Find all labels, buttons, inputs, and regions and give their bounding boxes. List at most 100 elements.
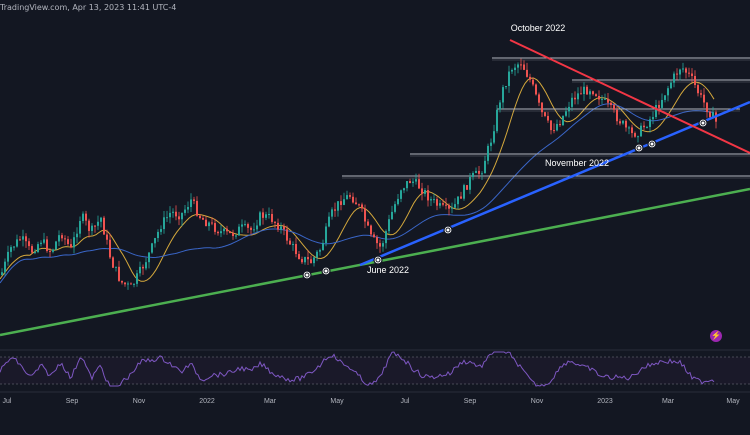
moving-averages: [0, 77, 715, 284]
candle-body: [337, 201, 339, 211]
x-tick-label: Jul: [3, 398, 12, 405]
candle-body: [475, 170, 477, 173]
candle-body: [553, 130, 555, 132]
candle-body: [88, 220, 90, 231]
candle-body: [25, 236, 27, 242]
red-trendline: [509, 39, 750, 154]
x-tick-label: 2022: [199, 398, 215, 405]
ma-slow-line: [0, 103, 715, 284]
candle-body: [106, 234, 108, 240]
candle-body: [184, 209, 186, 213]
touch-point-marker-inner: [304, 272, 310, 278]
candle-body: [334, 209, 336, 211]
candle-body: [478, 170, 480, 174]
candle-body: [424, 190, 426, 194]
candle-body: [433, 199, 435, 201]
candle-body: [394, 204, 396, 212]
candle-body: [16, 239, 18, 247]
candles: [1, 58, 717, 290]
candle-body: [58, 235, 60, 242]
candle-body: [250, 227, 252, 230]
candle-body: [688, 72, 690, 74]
candle-body: [307, 257, 309, 260]
candle-body: [13, 246, 15, 248]
candle-body: [628, 127, 630, 129]
candle-body: [247, 224, 249, 228]
candle-body: [403, 188, 405, 191]
candle-body: [109, 239, 111, 258]
candle-body: [82, 213, 84, 221]
candle-body: [556, 124, 558, 131]
candle-body: [343, 199, 345, 205]
candle-body: [649, 119, 651, 128]
x-tick-label: Nov: [531, 398, 544, 405]
touch-point-marker-inner: [700, 120, 706, 126]
candle-body: [484, 160, 486, 174]
candle-body: [682, 68, 684, 70]
candle-body: [70, 244, 72, 248]
candle-body: [544, 112, 546, 116]
candle-body: [529, 76, 531, 80]
x-axis: Jul Sep Nov 2022 Mar May Jul Sep Nov 2023 Mar May: [0, 391, 750, 405]
candle-body: [310, 259, 312, 264]
candle-body: [622, 120, 624, 124]
x-tick-label: Sep: [66, 398, 79, 405]
candle-body: [223, 228, 225, 232]
candle-body: [589, 91, 591, 95]
candle-body: [298, 254, 300, 260]
candle-body: [568, 106, 570, 112]
candle-body: [691, 73, 693, 76]
candle-body: [490, 142, 492, 146]
candle-body: [559, 124, 561, 126]
candle-body: [655, 104, 657, 118]
candle-body: [238, 226, 240, 236]
candle-body: [19, 239, 21, 241]
candle-body: [673, 73, 675, 83]
annotation-october-2022: October 2022: [511, 23, 566, 33]
candle-body: [295, 244, 297, 255]
candle-body: [262, 212, 264, 218]
candle-body: [49, 251, 51, 253]
candle-body: [151, 243, 153, 253]
candle-body: [244, 224, 246, 226]
candle-body: [577, 93, 579, 100]
candle-body: [550, 120, 552, 131]
candle-body: [55, 241, 57, 250]
candle-body: [175, 211, 177, 217]
candle-body: [493, 131, 495, 143]
candle-body: [226, 228, 228, 232]
candle-body: [199, 215, 201, 218]
candle-body: [448, 205, 450, 209]
touch-point-marker-inner: [445, 227, 451, 233]
candle-body: [535, 84, 537, 95]
candle-body: [34, 252, 36, 254]
candle-body: [499, 102, 501, 110]
candle-body: [457, 196, 459, 205]
candle-body: [565, 111, 567, 116]
candle-body: [190, 199, 192, 208]
candle-body: [289, 240, 291, 245]
candle-body: [211, 222, 213, 224]
x-tick-label: 2023: [597, 398, 613, 405]
candle-body: [46, 239, 48, 252]
candle-body: [376, 237, 378, 244]
candle-body: [1, 272, 3, 275]
candle-body: [472, 172, 474, 177]
candle-body: [598, 95, 600, 100]
touch-point-marker: [321, 266, 331, 276]
candle-body: [31, 246, 33, 253]
annotation-june-2022: June 2022: [367, 265, 409, 275]
candle-body: [196, 200, 198, 216]
touch-point-marker: [302, 270, 312, 280]
candle-body: [259, 212, 261, 226]
candle-body: [526, 69, 528, 77]
candle-body: [322, 243, 324, 251]
candle-body: [460, 196, 462, 199]
lightning-icon[interactable]: ⚡: [710, 330, 722, 342]
candle-body: [256, 225, 258, 230]
candle-body: [28, 241, 30, 247]
annotation-labels: October 2022 November 2022 June 2022: [367, 23, 609, 275]
touch-point-marker: [443, 225, 453, 235]
